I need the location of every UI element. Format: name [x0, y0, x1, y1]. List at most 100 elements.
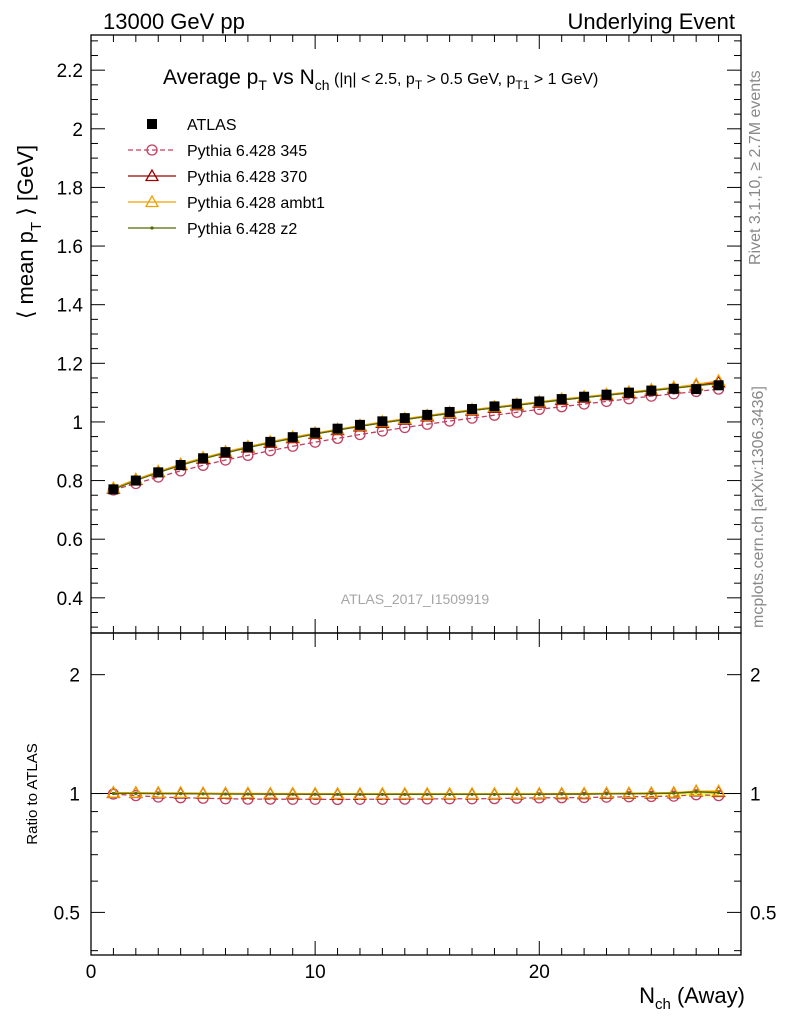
- series-line: [113, 380, 719, 489]
- main-y-tick-label: 2: [72, 120, 83, 141]
- legend: ATLAS Pythia 6.428 345 Pythia 6.428 370 Pyt…: [128, 117, 325, 238]
- legend-label: Pythia 6.428 370: [187, 169, 307, 186]
- data-point: [287, 432, 298, 443]
- series-line: [113, 793, 719, 801]
- data-point: [153, 467, 164, 478]
- x-tick-label: 20: [529, 962, 550, 983]
- data-point: [240, 786, 256, 799]
- series-line: [113, 382, 719, 490]
- data-point: [175, 460, 186, 471]
- data-point: [108, 484, 119, 495]
- data-point: [375, 786, 390, 800]
- data-point: [532, 786, 547, 799]
- data-point: [621, 785, 637, 799]
- ratio-series-pythia-6-428-ambt1: [106, 783, 726, 800]
- main-y-tick-label: 1.6: [57, 237, 83, 258]
- data-point: [716, 791, 721, 795]
- data-point: [151, 785, 166, 798]
- ratio-y-tick-label: 1: [69, 785, 80, 806]
- legend-marker: [144, 168, 160, 182]
- data-point: [242, 441, 253, 452]
- main-y-axis-label: ⟨ mean pT ⟩ [GeV]: [13, 145, 45, 319]
- data-point: [195, 785, 211, 799]
- data-point: [179, 792, 183, 796]
- data-point: [515, 792, 519, 796]
- data-point: [509, 786, 524, 800]
- legend-label: Pythia 6.428 z2: [187, 221, 297, 238]
- data-point: [285, 786, 300, 799]
- data-point: [668, 383, 679, 394]
- data-point: [111, 791, 116, 796]
- data-point: [263, 786, 278, 799]
- data-point: [534, 396, 545, 407]
- data-point: [246, 792, 250, 796]
- mcplots-label: mcplots.cern.ch [arXiv:1306.3436]: [750, 386, 767, 628]
- data-point: [397, 786, 412, 800]
- ratio-axis-ticks: 0.5 0.5 1 1 2 2: [54, 666, 776, 952]
- rivet-version-label: Rivet 3.1.10, ≥ 2.7M events: [747, 70, 764, 265]
- ratio-y-tick-label-right: 2: [750, 666, 761, 687]
- data-point: [198, 453, 209, 464]
- data-point: [560, 792, 564, 796]
- data-point: [627, 792, 631, 796]
- data-point: [128, 785, 143, 798]
- main-axis-ticks: 0.4 0.6 0.8 1 1.2 1.4 1.6 1.8 2 2.2: [57, 40, 741, 628]
- legend-marker: [147, 119, 157, 129]
- data-point: [422, 409, 433, 420]
- data-point: [492, 792, 497, 796]
- data-point: [399, 413, 410, 424]
- data-point: [134, 791, 138, 796]
- legend-label: ATLAS: [187, 117, 237, 134]
- data-point: [672, 791, 676, 795]
- data-point: [352, 786, 368, 800]
- data-point: [218, 786, 233, 799]
- main-series-pythia-6-428-345: [107, 383, 725, 496]
- ratio-series-layer: [106, 783, 726, 806]
- data-point: [330, 786, 345, 800]
- data-point: [601, 389, 612, 400]
- legend-entry: Pythia 6.428 345: [128, 143, 307, 160]
- data-point: [444, 406, 455, 417]
- data-point: [489, 401, 500, 412]
- data-point: [265, 436, 276, 447]
- main-y-tick-label: 1.2: [57, 354, 83, 375]
- data-point: [403, 792, 407, 796]
- legend-marker: [144, 194, 160, 208]
- data-point: [556, 394, 567, 405]
- data-point: [313, 792, 317, 796]
- data-point: [537, 792, 541, 796]
- data-point: [425, 792, 429, 796]
- data-point: [649, 791, 653, 796]
- chart-title: Average pT vs Nch (|η| < 2.5, pT > 0.5 G…: [163, 66, 598, 93]
- data-point: [354, 419, 365, 430]
- legend-entry: ATLAS: [147, 117, 237, 134]
- data-point: [604, 792, 609, 796]
- data-point: [223, 792, 228, 796]
- data-point: [467, 404, 478, 415]
- ratio-y-tick-label: 0.5: [54, 903, 80, 924]
- main-y-tick-label: 0.8: [57, 472, 83, 493]
- series-line: [113, 791, 719, 796]
- data-point: [689, 783, 704, 797]
- data-point: [291, 792, 295, 796]
- data-point: [691, 384, 702, 395]
- data-point: [644, 785, 659, 799]
- data-point: [511, 398, 522, 409]
- ratio-y-tick-label-right: 1: [750, 785, 761, 806]
- data-point: [420, 786, 435, 800]
- data-point: [470, 792, 474, 796]
- legend-label: Pythia 6.428 ambt1: [187, 195, 325, 212]
- legend-entry: Pythia 6.428 z2: [128, 221, 297, 238]
- data-point: [599, 786, 614, 799]
- data-point: [220, 447, 231, 458]
- ratio-y-tick-label-right: 0.5: [750, 903, 776, 924]
- data-point: [335, 792, 340, 796]
- data-point: [310, 427, 321, 438]
- process-label: Underlying Event: [567, 9, 735, 34]
- data-point: [554, 786, 569, 799]
- x-tick-label: 0: [86, 962, 97, 983]
- data-point: [464, 786, 480, 800]
- ratio-y-axis-label: Ratio to ATLAS: [24, 743, 41, 844]
- data-point: [377, 416, 388, 427]
- data-point: [268, 792, 272, 796]
